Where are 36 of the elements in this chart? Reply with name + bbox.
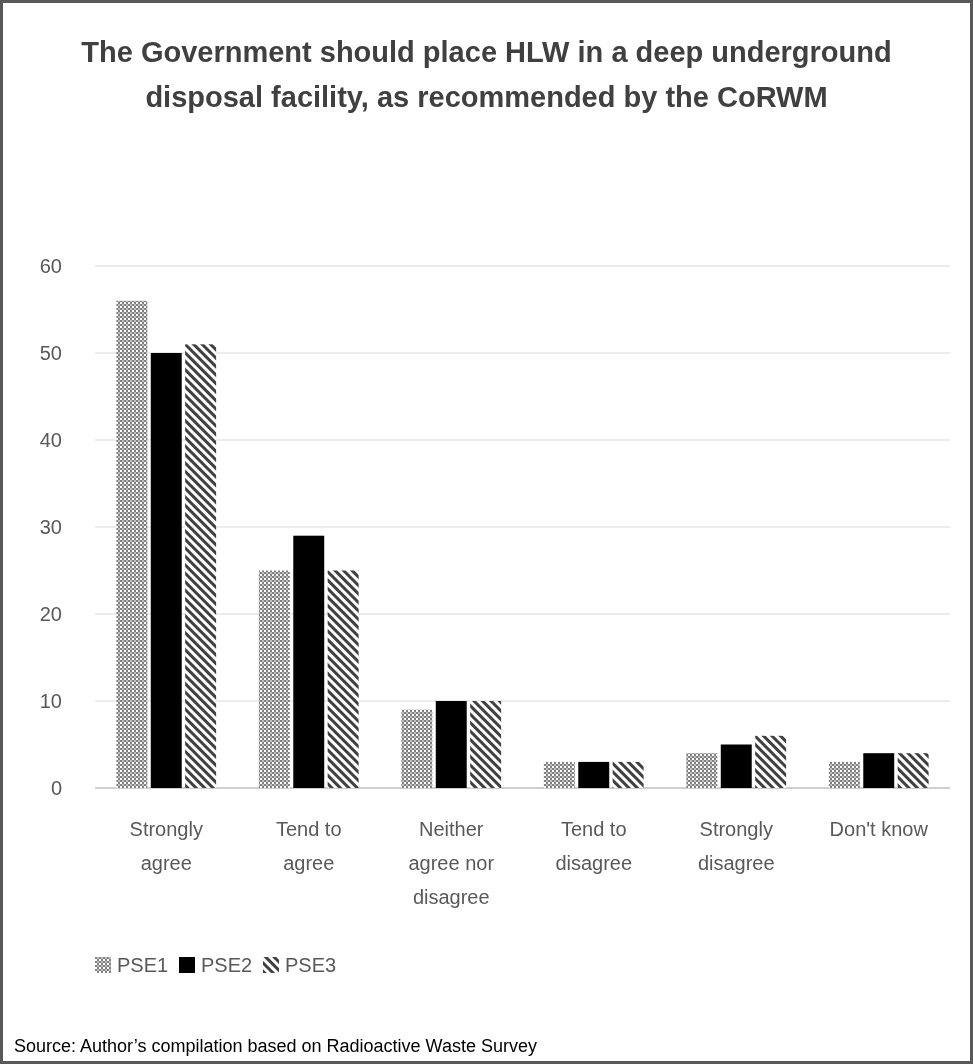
x-tick-label: Don't know: [829, 818, 929, 840]
bar: [258, 570, 290, 788]
legend-label: PSE1: [117, 954, 169, 976]
bar: [720, 744, 752, 788]
source-note: Source: Author’s compilation based on Radioactive Waste Survey: [14, 1036, 537, 1056]
legend-label: PSE2: [201, 954, 253, 976]
chart-title: The Government should place HLW in a deep underground disposal facility, as recommended by the CoRWM: [81, 36, 892, 113]
bar: [185, 344, 217, 788]
bar: [435, 701, 467, 788]
bar: [293, 535, 325, 788]
y-tick-label: 0: [50, 777, 62, 799]
y-tick-label: 30: [39, 516, 62, 538]
bar: [327, 570, 359, 788]
bar: [686, 753, 718, 788]
y-tick-label: 10: [39, 690, 62, 712]
y-tick-label: 50: [39, 342, 62, 364]
bar: [578, 761, 610, 788]
x-tick-label: Strongly agree: [129, 818, 203, 874]
bar: [470, 701, 502, 788]
y-tick-label: 20: [39, 603, 62, 625]
y-tick-label: 60: [39, 255, 62, 277]
x-tick-label: Tend to agree: [275, 818, 342, 874]
bar: [401, 709, 433, 788]
bar: [543, 761, 575, 788]
x-tick-label: Strongly disagree: [697, 818, 775, 874]
bar: [897, 753, 929, 788]
legend-label: PSE3: [285, 954, 337, 976]
bar: [828, 761, 860, 788]
bar: [863, 753, 895, 788]
x-tick-label: Tend to disagree: [555, 818, 633, 874]
bar: [116, 300, 148, 788]
bar: [755, 735, 787, 788]
y-tick-label: 40: [39, 429, 62, 451]
bar: [150, 353, 182, 788]
x-tick-label: Neither agree nor disagree: [408, 818, 495, 908]
bar: [612, 761, 644, 788]
